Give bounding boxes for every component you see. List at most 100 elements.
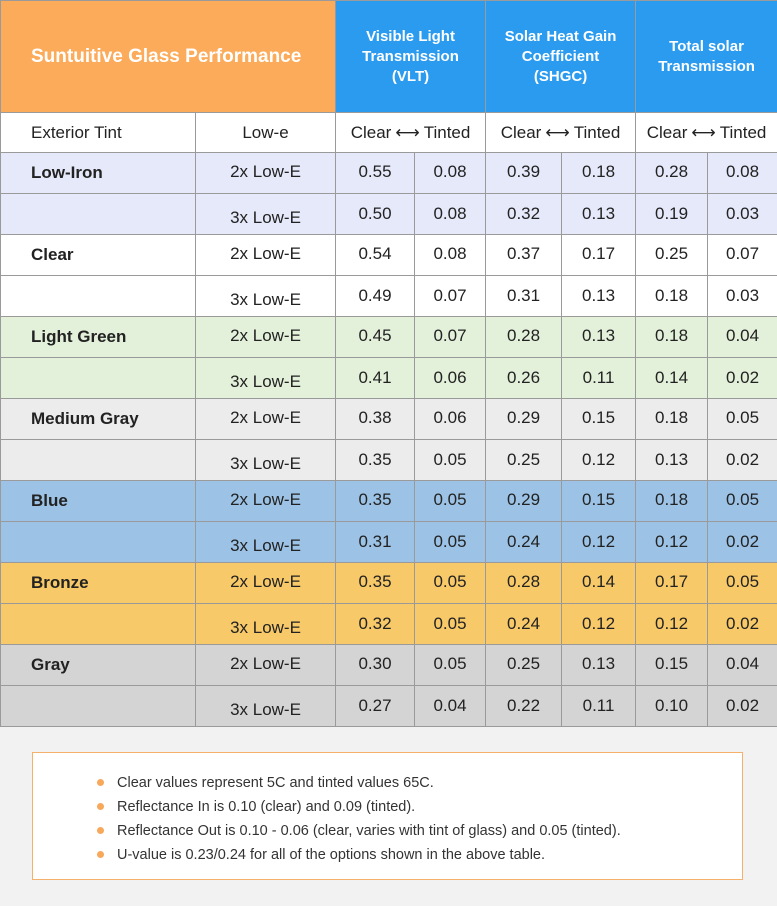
value-cell: 0.55 bbox=[335, 152, 416, 194]
value-cell: 0.18 bbox=[635, 480, 709, 522]
value-cell: 0.12 bbox=[561, 439, 637, 481]
exterior-tint-cell bbox=[0, 193, 196, 235]
value-cell: 0.25 bbox=[635, 234, 709, 276]
metric-header-line: Total solar bbox=[669, 37, 744, 55]
value-cell: 0.11 bbox=[561, 685, 637, 727]
value-cell: 0.08 bbox=[414, 152, 487, 194]
exterior-tint-cell: Blue bbox=[0, 480, 196, 522]
low-e-cell: 3x Low-E bbox=[194, 275, 337, 317]
header-row: Suntuitive Glass Performance Visible Lig… bbox=[0, 0, 777, 113]
clear-tinted-header: Clear ⟷ Tinted bbox=[635, 112, 777, 153]
table-row: Gray 2x Low-E 0.30 0.05 0.25 0.13 0.15 0.04 bbox=[0, 644, 777, 686]
exterior-tint-cell: Gray bbox=[0, 644, 196, 686]
table-row: Bronze 2x Low-E 0.35 0.05 0.28 0.14 0.17 0.05 bbox=[0, 562, 777, 604]
value-cell: 0.13 bbox=[561, 644, 637, 686]
clear-label: Clear bbox=[500, 122, 542, 142]
exterior-tint-cell bbox=[0, 603, 196, 645]
value-cell: 0.02 bbox=[707, 603, 777, 645]
value-cell: 0.25 bbox=[485, 439, 563, 481]
exterior-tint-cell bbox=[0, 685, 196, 727]
value-cell: 0.29 bbox=[485, 398, 563, 440]
value-cell: 0.32 bbox=[485, 193, 563, 235]
performance-table-container: Suntuitive Glass Performance Visible Lig… bbox=[0, 0, 777, 727]
table-row: Clear 2x Low-E 0.54 0.08 0.37 0.17 0.25 0.07 bbox=[0, 234, 777, 276]
low-e-cell: 3x Low-E bbox=[194, 685, 337, 727]
value-cell: 0.04 bbox=[707, 316, 777, 358]
value-cell: 0.45 bbox=[335, 316, 416, 358]
bullet-icon bbox=[97, 803, 104, 810]
table-row: 3x Low-E 0.50 0.08 0.32 0.13 0.19 0.03 bbox=[0, 193, 777, 235]
low-e-cell: 3x Low-E bbox=[194, 357, 337, 399]
value-cell: 0.03 bbox=[707, 193, 777, 235]
value-cell: 0.18 bbox=[561, 152, 637, 194]
note-text: Reflectance In is 0.10 (clear) and 0.09 … bbox=[117, 799, 416, 815]
clear-tinted-header: Clear ⟷ Tinted bbox=[485, 112, 637, 153]
left-right-arrow-icon: ⟷ bbox=[395, 122, 420, 142]
value-cell: 0.35 bbox=[335, 480, 416, 522]
metric-header-line: Solar Heat Gain bbox=[504, 27, 617, 45]
low-e-cell: 3x Low-E bbox=[194, 439, 337, 481]
low-e-cell: 3x Low-E bbox=[194, 193, 337, 235]
left-right-arrow-icon: ⟷ bbox=[545, 122, 570, 142]
exterior-tint-header: Exterior Tint bbox=[0, 112, 196, 153]
value-cell: 0.31 bbox=[485, 275, 563, 317]
metric-header-shgc: Solar Heat Gain Coefficient (SHGC) bbox=[485, 0, 637, 113]
bullet-icon bbox=[97, 827, 104, 834]
value-cell: 0.05 bbox=[707, 398, 777, 440]
table-row: Medium Gray 2x Low-E 0.38 0.06 0.29 0.15 0.18 0… bbox=[0, 398, 777, 440]
table-row: 3x Low-E 0.35 0.05 0.25 0.12 0.13 0.02 bbox=[0, 439, 777, 481]
metric-header-line: Transmission bbox=[658, 57, 755, 75]
table-row: 3x Low-E 0.31 0.05 0.24 0.12 0.12 0.02 bbox=[0, 521, 777, 563]
value-cell: 0.26 bbox=[485, 357, 563, 399]
value-cell: 0.08 bbox=[414, 193, 487, 235]
value-cell: 0.05 bbox=[414, 562, 487, 604]
value-cell: 0.13 bbox=[561, 275, 637, 317]
value-cell: 0.17 bbox=[635, 562, 709, 604]
note-item: Reflectance In is 0.10 (clear) and 0.09 … bbox=[97, 795, 742, 819]
low-e-cell: 3x Low-E bbox=[194, 603, 337, 645]
table-row: Blue 2x Low-E 0.35 0.05 0.29 0.15 0.18 0.05 bbox=[0, 480, 777, 522]
clear-label: Clear bbox=[646, 122, 688, 142]
note-item: Clear values represent 5C and tinted val… bbox=[97, 771, 742, 795]
table-row: Low-Iron 2x Low-E 0.55 0.08 0.39 0.18 0.28 0.08 bbox=[0, 152, 777, 194]
low-e-cell: 2x Low-E bbox=[194, 480, 337, 522]
value-cell: 0.28 bbox=[485, 316, 563, 358]
bullet-icon bbox=[97, 851, 104, 858]
note-text: Clear values represent 5C and tinted val… bbox=[117, 775, 434, 791]
value-cell: 0.03 bbox=[707, 275, 777, 317]
low-e-cell: 2x Low-E bbox=[194, 316, 337, 358]
value-cell: 0.39 bbox=[485, 152, 563, 194]
low-e-cell: 2x Low-E bbox=[194, 644, 337, 686]
bullet-icon bbox=[97, 779, 104, 786]
table-row: 3x Low-E 0.32 0.05 0.24 0.12 0.12 0.02 bbox=[0, 603, 777, 645]
value-cell: 0.32 bbox=[335, 603, 416, 645]
metric-header-total-solar: Total solar Transmission bbox=[635, 0, 777, 113]
exterior-tint-cell: Medium Gray bbox=[0, 398, 196, 440]
value-cell: 0.04 bbox=[707, 644, 777, 686]
table-row: 3x Low-E 0.27 0.04 0.22 0.11 0.10 0.02 bbox=[0, 685, 777, 727]
value-cell: 0.35 bbox=[335, 439, 416, 481]
value-cell: 0.02 bbox=[707, 685, 777, 727]
value-cell: 0.05 bbox=[414, 644, 487, 686]
value-cell: 0.38 bbox=[335, 398, 416, 440]
value-cell: 0.11 bbox=[561, 357, 637, 399]
metric-header-vlt: Visible Light Transmission (VLT) bbox=[335, 0, 487, 113]
value-cell: 0.02 bbox=[707, 439, 777, 481]
value-cell: 0.05 bbox=[414, 480, 487, 522]
value-cell: 0.54 bbox=[335, 234, 416, 276]
low-e-header: Low-e bbox=[194, 112, 337, 153]
value-cell: 0.07 bbox=[707, 234, 777, 276]
low-e-cell: 2x Low-E bbox=[194, 398, 337, 440]
value-cell: 0.07 bbox=[414, 275, 487, 317]
value-cell: 0.28 bbox=[485, 562, 563, 604]
value-cell: 0.14 bbox=[635, 357, 709, 399]
value-cell: 0.12 bbox=[561, 521, 637, 563]
value-cell: 0.12 bbox=[561, 603, 637, 645]
exterior-tint-cell bbox=[0, 357, 196, 399]
table-title: Suntuitive Glass Performance bbox=[0, 0, 337, 113]
value-cell: 0.10 bbox=[635, 685, 709, 727]
note-text: U-value is 0.23/0.24 for all of the opti… bbox=[117, 847, 546, 863]
exterior-tint-cell: Bronze bbox=[0, 562, 196, 604]
value-cell: 0.13 bbox=[635, 439, 709, 481]
exterior-tint-cell bbox=[0, 275, 196, 317]
